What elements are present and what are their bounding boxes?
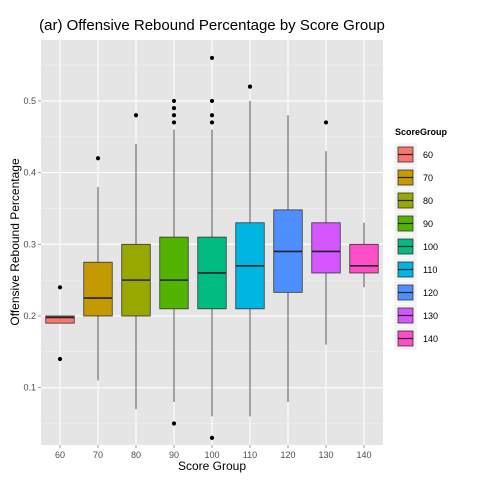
outlier-point <box>57 356 63 362</box>
outlier-point <box>209 113 215 118</box>
legend-label: 120 <box>423 288 438 298</box>
outlier-point <box>171 421 177 426</box>
x-axis-ticks: 60 70 80 90 100 110 120 130 140 <box>55 445 372 460</box>
x-tick-label: 70 <box>93 450 103 460</box>
legend-label: 110 <box>423 265 437 275</box>
y-axis-title: Offensive Rebound Percentage <box>8 158 22 326</box>
chart-title: (ar) Offensive Rebound Percentage by Sco… <box>39 17 385 34</box>
legend-label: 70 <box>423 173 433 183</box>
legend-label: 60 <box>423 150 433 160</box>
x-tick-label: 120 <box>280 450 295 460</box>
x-tick-label: 130 <box>318 450 333 460</box>
box-plots <box>45 55 379 440</box>
outlier-point <box>171 113 177 118</box>
legend-label: 100 <box>423 242 438 252</box>
outlier-point <box>247 84 253 89</box>
y-tick-label: 0.4 <box>23 168 36 178</box>
outlier-point <box>133 113 139 118</box>
x-tick-label: 100 <box>204 450 219 460</box>
box-group-130 <box>311 120 341 345</box>
box-group-90 <box>159 98 189 426</box>
box-group-140 <box>349 222 379 288</box>
y-tick-label: 0.2 <box>23 311 36 321</box>
y-tick-label: 0.1 <box>23 383 36 393</box>
outlier-point <box>57 285 63 290</box>
outlier-point <box>171 98 177 104</box>
legend-label: 80 <box>423 196 433 206</box>
outlier-point <box>209 98 215 104</box>
outlier-point <box>323 120 329 125</box>
box-iqr <box>83 261 113 317</box>
outlier-point <box>171 120 177 125</box>
box-iqr <box>159 236 189 310</box>
outlier-point <box>209 55 215 61</box>
y-tick-label: 0.3 <box>23 239 36 249</box>
outlier-point <box>209 435 215 440</box>
box-group-80 <box>121 113 151 410</box>
box-group-100 <box>197 55 227 440</box>
legend-label: 130 <box>423 311 438 321</box>
outlier-point <box>95 156 101 161</box>
legend-title: ScoreGroup <box>395 127 448 137</box>
box-iqr <box>311 222 341 274</box>
y-tick-label: 0.5 <box>23 96 36 106</box>
box-group-60 <box>45 285 75 362</box>
box-group-110 <box>235 84 265 417</box>
y-axis-ticks: 0.1 0.2 0.3 0.4 0.5 <box>23 96 41 393</box>
legend-label: 90 <box>423 219 433 229</box>
x-tick-label: 60 <box>55 450 65 460</box>
box-iqr <box>45 315 75 324</box>
legend-label: 140 <box>423 334 438 344</box>
legend: ScoreGroup 60 70 80 90 100 110 120 130 140 <box>393 127 448 351</box>
x-axis-title: Score Group <box>178 459 246 473</box>
box-group-70 <box>83 156 113 381</box>
box-iqr <box>349 243 379 274</box>
outlier-point <box>171 105 177 111</box>
outlier-point <box>209 120 215 125</box>
x-tick-label: 110 <box>243 450 257 460</box>
x-tick-label: 140 <box>356 450 371 460</box>
box-group-120 <box>273 115 303 402</box>
x-tick-label: 80 <box>131 450 141 460</box>
x-tick-label: 90 <box>169 450 179 460</box>
